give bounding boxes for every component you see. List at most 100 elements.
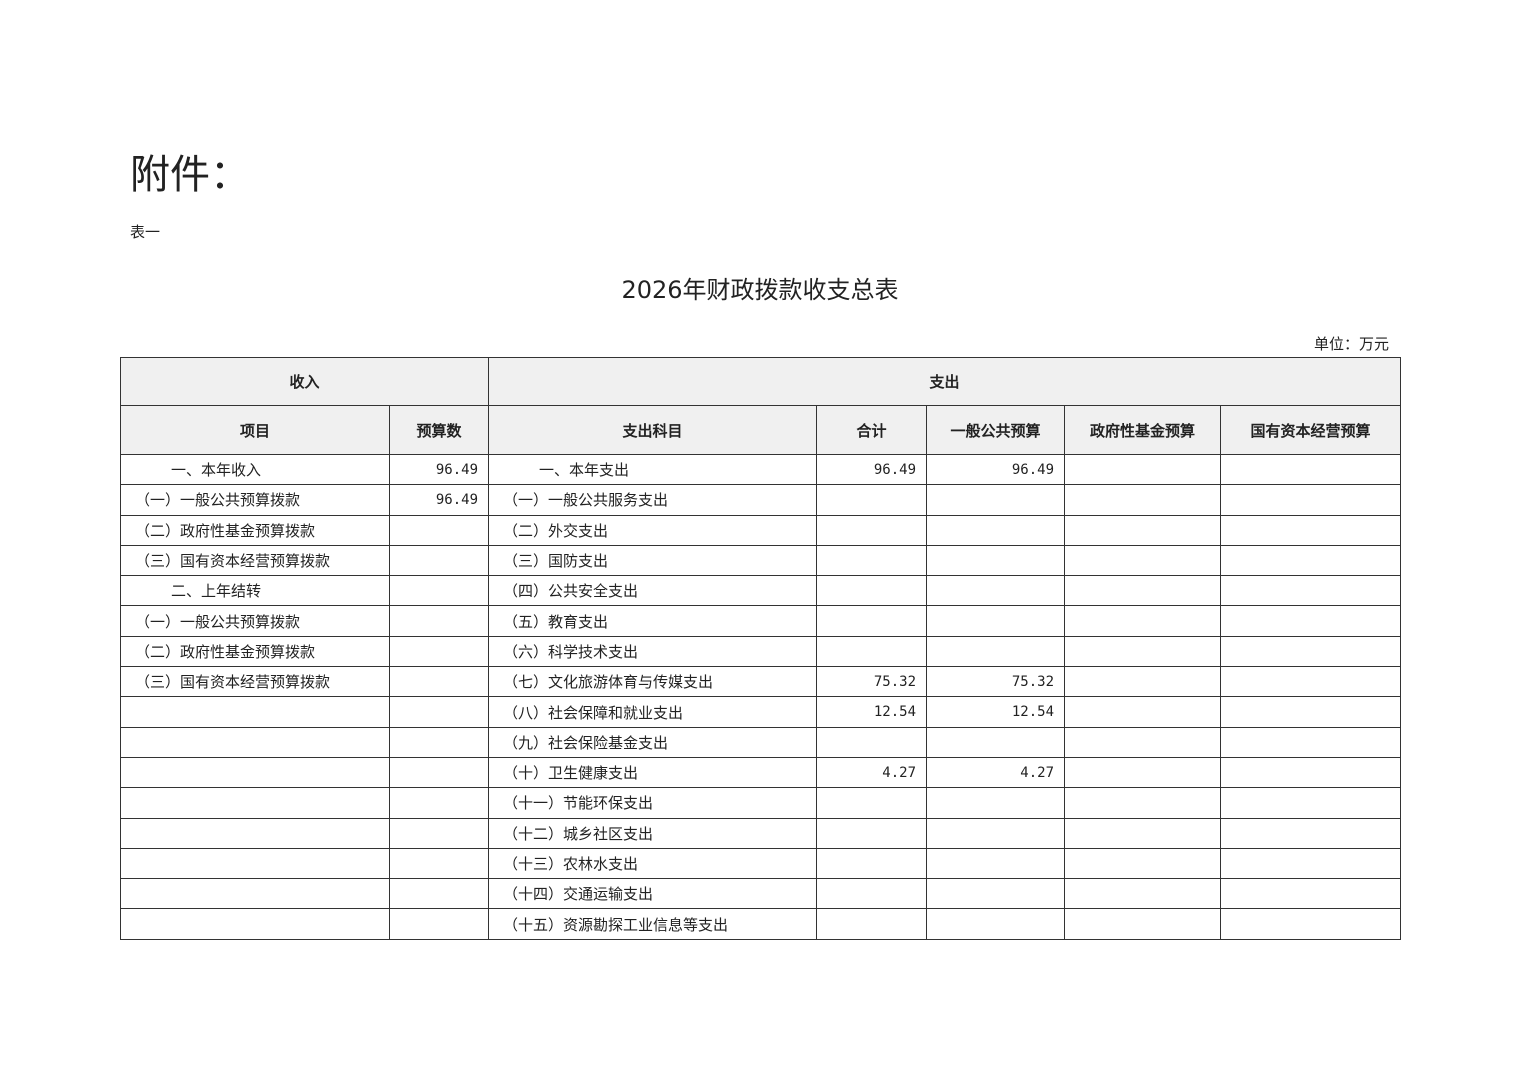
budget-table: 收入 支出 项目 预算数 支出科目 合计 一般公共预算 政府性基金预算 国有资本经营预算 一… (119, 357, 1402, 940)
cell-state (1220, 605, 1402, 637)
table-row: （一）一般公共预算拨款 （五）教育支出 (120, 605, 1402, 637)
cell-total (816, 605, 928, 637)
cell-total (816, 908, 928, 940)
cell-general (926, 817, 1066, 849)
cell-subject: （二）外交支出 (488, 514, 818, 546)
table-row: （三）国有资本经营预算拨款 （三）国防支出 (120, 544, 1402, 577)
cell-total (816, 817, 928, 849)
cell-fund (1064, 696, 1222, 728)
cell-subject: （七）文化旅游体育与传媒支出 (488, 666, 818, 698)
cell-general: 75.32 (926, 666, 1066, 698)
cell-budget (388, 544, 490, 577)
cell-total (816, 544, 928, 577)
cell-state (1220, 817, 1402, 849)
cell-item: （二）政府性基金预算拨款 (120, 514, 390, 546)
cell-state (1220, 635, 1402, 668)
expenditure-header: 支出 (488, 357, 1402, 406)
table-row: （十五）资源勘探工业信息等支出 (120, 908, 1402, 940)
cell-state (1220, 787, 1402, 819)
cell-total (816, 635, 928, 668)
cell-total (816, 787, 928, 819)
cell-general (926, 847, 1066, 880)
cell-subject: （一）一般公共服务支出 (488, 484, 818, 516)
column-header: 项目 (120, 405, 390, 455)
table-row: 一、本年收入 96.49 一、本年支出 96.49 96.49 (120, 453, 1402, 486)
cell-general: 12.54 (926, 696, 1066, 728)
cell-general (926, 878, 1066, 910)
cell-fund (1064, 817, 1222, 849)
table-row: （八）社会保障和就业支出 12.54 12.54 (120, 696, 1402, 728)
table-row: （十四）交通运输支出 (120, 878, 1402, 910)
cell-subject: （十一）节能环保支出 (488, 787, 818, 819)
cell-item (120, 726, 390, 758)
cell-general (926, 635, 1066, 668)
cell-total (816, 484, 928, 516)
cell-total (816, 575, 928, 607)
table-row: （三）国有资本经营预算拨款 （七）文化旅游体育与传媒支出 75.32 75.32 (120, 666, 1402, 698)
cell-general: 96.49 (926, 453, 1066, 486)
cell-budget (388, 726, 490, 758)
table-row: （二）政府性基金预算拨款 （二）外交支出 (120, 514, 1402, 546)
column-header: 国有资本经营预算 (1220, 405, 1402, 455)
cell-state (1220, 726, 1402, 758)
cell-subject: （六）科学技术支出 (488, 635, 818, 668)
cell-general (926, 787, 1066, 819)
cell-fund (1064, 635, 1222, 668)
cell-budget (388, 605, 490, 637)
cell-fund (1064, 726, 1222, 758)
cell-fund (1064, 847, 1222, 880)
cell-subject: 一、本年支出 (488, 453, 818, 486)
cell-subject: （五）教育支出 (488, 605, 818, 637)
cell-general (926, 575, 1066, 607)
cell-total (816, 514, 928, 546)
cell-fund (1064, 878, 1222, 910)
column-header: 预算数 (388, 405, 490, 455)
cell-state (1220, 847, 1402, 880)
cell-budget: 96.49 (388, 453, 490, 486)
cell-budget (388, 787, 490, 819)
cell-general (926, 544, 1066, 577)
cell-general (926, 726, 1066, 758)
cell-budget (388, 908, 490, 940)
cell-total (816, 726, 928, 758)
cell-item (120, 787, 390, 819)
unit-label: 单位：万元 (1313, 335, 1389, 353)
cell-subject: （十四）交通运输支出 (488, 878, 818, 910)
cell-budget (388, 666, 490, 698)
cell-budget (388, 514, 490, 546)
cell-subject: （十二）城乡社区支出 (488, 817, 818, 849)
cell-budget (388, 756, 490, 789)
cell-item: （一）一般公共预算拨款 (120, 605, 390, 637)
cell-fund (1064, 666, 1222, 698)
cell-item (120, 908, 390, 940)
cell-state (1220, 453, 1402, 486)
cell-fund (1064, 787, 1222, 819)
cell-general (926, 605, 1066, 637)
cell-general (926, 514, 1066, 546)
table-row: （九）社会保险基金支出 (120, 726, 1402, 758)
cell-state (1220, 878, 1402, 910)
table-number: 表一 (130, 223, 161, 241)
cell-subject: （九）社会保险基金支出 (488, 726, 818, 758)
cell-state (1220, 514, 1402, 546)
cell-item: （三）国有资本经营预算拨款 (120, 666, 390, 698)
cell-general (926, 484, 1066, 516)
cell-budget (388, 696, 490, 728)
cell-total: 75.32 (816, 666, 928, 698)
cell-item: 二、上年结转 (120, 575, 390, 607)
income-header: 收入 (119, 357, 490, 406)
cell-fund (1064, 514, 1222, 546)
cell-item: （二）政府性基金预算拨款 (120, 635, 390, 668)
cell-state (1220, 696, 1402, 728)
page-title: 2026年财政拨款收支总表 (621, 276, 899, 304)
cell-total: 12.54 (816, 696, 928, 728)
cell-fund (1064, 484, 1222, 516)
table-row: （十二）城乡社区支出 (120, 817, 1402, 849)
cell-fund (1064, 575, 1222, 607)
cell-fund (1064, 544, 1222, 577)
cell-subject: （八）社会保障和就业支出 (488, 696, 818, 728)
table-row: （二）政府性基金预算拨款 （六）科学技术支出 (120, 635, 1402, 668)
cell-state (1220, 756, 1402, 789)
table-row: （一）一般公共预算拨款 96.49 （一）一般公共服务支出 (120, 484, 1402, 516)
cell-total: 4.27 (816, 756, 928, 789)
